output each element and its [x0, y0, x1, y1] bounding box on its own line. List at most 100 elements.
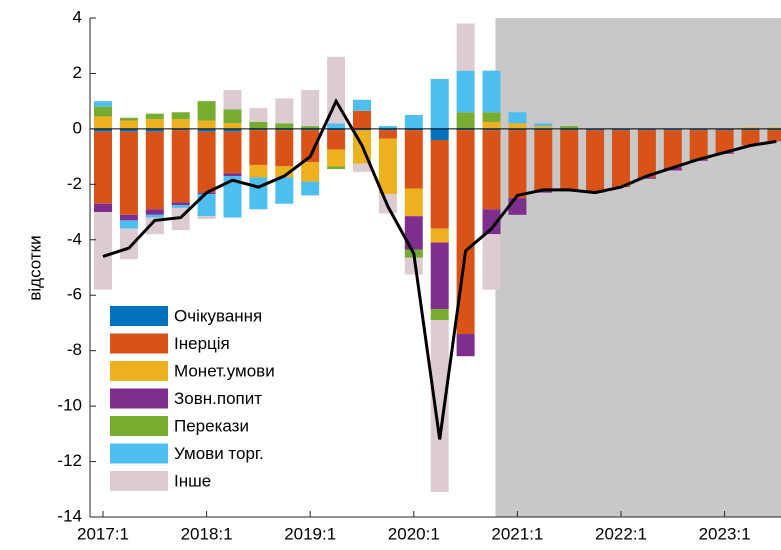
- bar-segment: [223, 90, 242, 110]
- bar-segment: [119, 228, 138, 260]
- legend-label: Інше: [174, 471, 211, 490]
- bar-segment: [301, 126, 320, 129]
- bar-segment: [637, 128, 656, 131]
- bar-segment: [327, 149, 346, 167]
- bar-segment: [145, 209, 164, 215]
- legend-swatch: [110, 333, 168, 354]
- bar-segment: [456, 23, 475, 71]
- bar-segment: [637, 130, 656, 178]
- legend-label: Умови торг.: [174, 444, 264, 463]
- bar-segment: [119, 214, 138, 221]
- bar-segment: [119, 131, 138, 215]
- legend-swatch: [110, 361, 168, 381]
- bar-segment: [534, 126, 553, 129]
- x-tick-label: 2023:1: [699, 524, 751, 543]
- legend-label: Очікування: [174, 306, 262, 325]
- bar-segment: [223, 109, 242, 124]
- bar-segment: [482, 70, 501, 113]
- bar-segment: [404, 216, 423, 250]
- bar-segment: [249, 164, 268, 178]
- bar-segment: [456, 128, 475, 131]
- legend-label: Інерція: [174, 334, 230, 353]
- legend-swatch: [110, 471, 168, 491]
- bar-segment: [145, 119, 164, 129]
- bar-segment: [94, 116, 112, 129]
- y-tick-label: 4: [73, 7, 82, 26]
- bar-segment: [689, 128, 708, 131]
- bar-segment: [94, 203, 112, 213]
- bar-segment: [327, 123, 346, 129]
- legend-swatch: [110, 306, 168, 326]
- bar-segment: [482, 112, 501, 122]
- bar-segment: [430, 309, 449, 321]
- bar-segment: [482, 209, 501, 235]
- bar-segment: [197, 194, 216, 217]
- bar-segment: [249, 121, 268, 129]
- bar-segment: [94, 106, 112, 117]
- bar-segment: [171, 119, 190, 129]
- bar-segment: [378, 130, 397, 139]
- total-line: [102, 97, 777, 440]
- bar-segment: [715, 128, 734, 131]
- bar-segment: [301, 90, 320, 127]
- plot-area: [495, 18, 781, 517]
- bar-segment: [430, 78, 449, 129]
- bar-segment: [223, 131, 242, 174]
- bar-segment: [586, 128, 605, 131]
- bar-segment: [560, 126, 579, 129]
- bar-segment: [456, 112, 475, 129]
- bar-segment: [612, 130, 630, 188]
- bar-segment: [482, 121, 501, 129]
- bar-segment: [353, 128, 371, 131]
- bar-segment: [586, 130, 605, 192]
- bar-segment: [378, 128, 397, 131]
- x-tick-label: 2018:1: [181, 524, 233, 543]
- bar-segment: [482, 128, 501, 131]
- bar-segment: [171, 130, 190, 203]
- bar-segment: [560, 130, 579, 190]
- bar-segment: [741, 130, 760, 146]
- bar-segment: [508, 112, 527, 124]
- bar-segment: [508, 128, 527, 131]
- bar-segment: [301, 130, 320, 163]
- bar-segment: [560, 128, 579, 131]
- legend-label: Перекази: [174, 416, 249, 435]
- bar-segment: [327, 166, 346, 170]
- y-axis-label: відсотки: [25, 235, 44, 300]
- bar-segment: [249, 128, 268, 131]
- bar-segment: [767, 130, 781, 142]
- bar-segment: [197, 216, 216, 219]
- x-tick-label: 2022:1: [595, 524, 647, 543]
- bar-segment: [119, 117, 138, 121]
- bar-segment: [353, 99, 371, 111]
- bar-segment: [301, 181, 320, 196]
- bar-segment: [197, 120, 216, 129]
- bar-segment: [430, 128, 449, 140]
- bar-segment: [404, 130, 423, 189]
- bar-segment: [249, 177, 268, 210]
- bar-segment: [508, 198, 527, 215]
- bar-segment: [223, 123, 242, 129]
- bar-segment: [275, 177, 294, 204]
- bar-segment: [741, 128, 760, 131]
- bar-segment: [249, 108, 268, 122]
- legend-label: Монет.умови: [174, 361, 275, 380]
- bar-segment: [94, 101, 112, 107]
- y-tick-label: -2: [67, 174, 82, 193]
- bar-segment: [145, 131, 164, 210]
- y-tick-label: -4: [67, 229, 82, 248]
- bar-segment: [378, 138, 397, 195]
- bar-segment: [689, 130, 708, 160]
- bar-segment: [145, 214, 164, 218]
- bar-segment: [171, 112, 190, 120]
- marks: [90, 23, 781, 493]
- bar-segment: [404, 257, 423, 275]
- bar-segment: [119, 120, 138, 129]
- x-tick-label: 2021:1: [491, 524, 543, 543]
- bar-segment: [301, 162, 320, 182]
- bar-segment: [741, 127, 760, 129]
- bar-segment: [145, 113, 164, 120]
- bar-segment: [275, 123, 294, 129]
- bar-segment: [197, 128, 216, 132]
- bar-segment: [94, 131, 112, 204]
